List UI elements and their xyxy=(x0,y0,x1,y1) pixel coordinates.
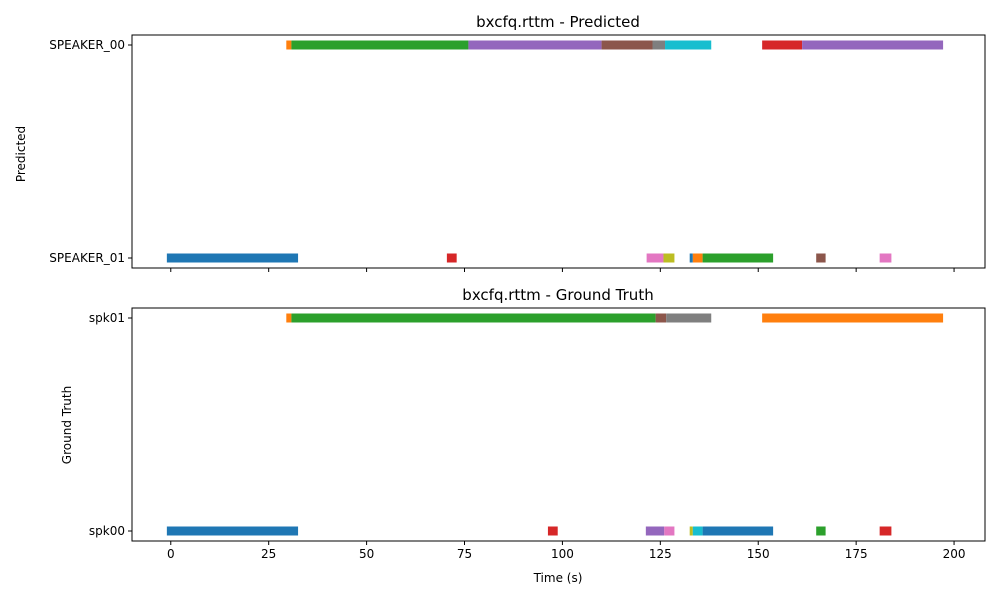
ground-truth-xtick-label: 175 xyxy=(845,547,868,561)
ground-truth-segment xyxy=(291,313,656,323)
ground-truth-panel: bxcfq.rttm - Ground Truth Ground Truth s… xyxy=(60,286,986,585)
predicted-segment xyxy=(166,253,299,263)
predicted-segment xyxy=(692,253,703,263)
ground-truth-xticks: 0 25 50 75 100 125 150 175 200 xyxy=(167,541,966,561)
ground-truth-segment xyxy=(666,313,712,323)
predicted-title: bxcfq.rttm - Predicted xyxy=(476,13,640,31)
predicted-plot-frame xyxy=(131,34,986,269)
predicted-segment xyxy=(816,253,826,263)
predicted-segment xyxy=(762,40,803,50)
ground-truth-segment xyxy=(286,313,292,323)
predicted-segment xyxy=(468,40,602,50)
ground-truth-xtick-label: 200 xyxy=(943,547,966,561)
ground-truth-xtick-label: 150 xyxy=(747,547,770,561)
ground-truth-plot-frame xyxy=(131,307,986,542)
ground-truth-segment xyxy=(816,526,826,536)
predicted-segment xyxy=(601,40,653,50)
ground-truth-yticks: spk00 spk01 xyxy=(89,311,132,538)
ground-truth-xtick-label: 75 xyxy=(457,547,472,561)
predicted-segment xyxy=(802,40,944,50)
predicted-segment xyxy=(879,253,892,263)
predicted-segment xyxy=(652,40,666,50)
ground-truth-xtick-label: 125 xyxy=(649,547,672,561)
ground-truth-segment xyxy=(655,313,667,323)
predicted-ylabel: Predicted xyxy=(14,126,28,182)
ground-truth-xtick-label: 100 xyxy=(551,547,574,561)
predicted-segment xyxy=(286,40,292,50)
ground-truth-xtick-label: 25 xyxy=(261,547,276,561)
ground-truth-segment xyxy=(645,526,665,536)
predicted-segment xyxy=(665,40,712,50)
ground-truth-segment xyxy=(689,526,693,536)
ground-truth-ytick-label: spk01 xyxy=(89,311,125,325)
ground-truth-segment xyxy=(702,526,774,536)
predicted-ytick-label: SPEAKER_01 xyxy=(49,251,125,265)
predicted-xticks xyxy=(170,268,955,272)
predicted-segment xyxy=(689,253,693,263)
predicted-segment xyxy=(646,253,664,263)
ground-truth-segment xyxy=(547,526,558,536)
ground-truth-segment xyxy=(762,313,944,323)
ground-truth-xtick-label: 50 xyxy=(359,547,374,561)
predicted-segment xyxy=(702,253,774,263)
predicted-panel: bxcfq.rttm - Predicted Predicted SPEAKER… xyxy=(14,13,986,272)
predicted-segments xyxy=(166,40,944,263)
predicted-segment xyxy=(291,40,469,50)
ground-truth-ylabel: Ground Truth xyxy=(60,386,74,464)
ground-truth-segment xyxy=(166,526,299,536)
ground-truth-ytick-label: spk00 xyxy=(89,524,125,538)
ground-truth-xlabel: Time (s) xyxy=(533,571,583,585)
predicted-yticks: SPEAKER_01 SPEAKER_00 xyxy=(49,38,132,265)
ground-truth-xtick-label: 0 xyxy=(167,547,175,561)
predicted-ytick-label: SPEAKER_00 xyxy=(49,38,125,52)
ground-truth-segments xyxy=(166,313,944,536)
predicted-segment xyxy=(446,253,457,263)
ground-truth-segment xyxy=(664,526,675,536)
ground-truth-segment xyxy=(692,526,703,536)
ground-truth-segment xyxy=(879,526,892,536)
ground-truth-title: bxcfq.rttm - Ground Truth xyxy=(462,286,653,304)
predicted-segment xyxy=(663,253,675,263)
